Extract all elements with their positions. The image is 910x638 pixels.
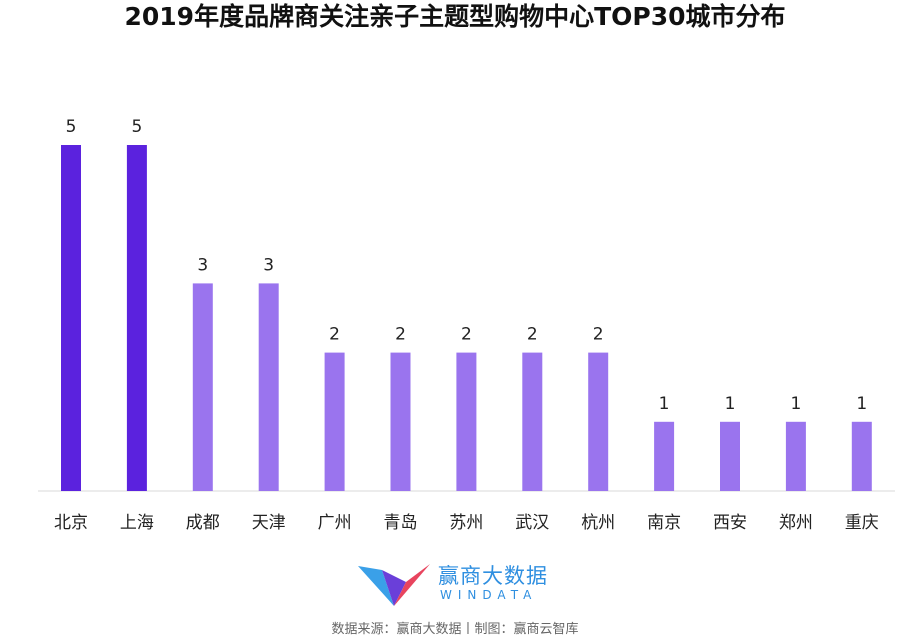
value-label-6: 2: [461, 325, 472, 345]
value-label-11: 1: [790, 394, 801, 414]
bar-10: [720, 421, 740, 491]
bar-4: [324, 352, 345, 491]
value-label-1: 5: [131, 117, 142, 137]
value-label-3: 3: [263, 255, 274, 275]
source-note: 数据来源：赢商大数据丨制图：赢商云智库: [331, 622, 579, 637]
bar-7: [522, 352, 543, 491]
x-tick-label-0: 北京: [54, 513, 88, 533]
bar-6: [456, 352, 477, 491]
value-label-10: 1: [725, 394, 736, 414]
value-labels-group: 5 5 3 3 2 2 2 2 2 1 1 1 1: [66, 117, 868, 414]
value-label-9: 1: [659, 394, 670, 414]
bar-3: [258, 283, 279, 491]
value-label-4: 2: [329, 325, 340, 345]
value-label-12: 1: [856, 394, 867, 414]
value-label-2: 3: [197, 255, 208, 275]
chart-title: 2019年度品牌商关注亲子主题型购物中心TOP30城市分布: [124, 2, 786, 31]
bar-5: [390, 352, 411, 491]
bars-group: [61, 145, 872, 491]
x-tick-label-4: 广州: [318, 513, 352, 533]
bar-8: [588, 352, 609, 491]
bar-9: [654, 421, 675, 491]
bar-chart: 5 5 3 3 2 2 2 2 2 1 1 1 1 北京 上海 成都 天津 广州 青岛 苏州 武汉 杭州 南京 西安 郑州 重庆: [38, 117, 895, 533]
x-tick-label-9: 南京: [647, 513, 681, 533]
x-tick-label-12: 重庆: [845, 513, 879, 533]
logo-name-en: WINDATA: [440, 588, 538, 602]
x-tick-label-8: 杭州: [581, 513, 615, 533]
bar-2: [192, 283, 213, 491]
windata-logo: 赢商大数据 WINDATA: [356, 558, 576, 610]
x-tick-label-2: 成都: [186, 513, 220, 533]
x-tick-label-6: 苏州: [449, 513, 483, 533]
value-label-5: 2: [395, 325, 406, 345]
value-label-7: 2: [527, 325, 538, 345]
bar-11: [785, 421, 806, 491]
x-tick-label-1: 上海: [120, 513, 154, 533]
windata-logo-icon: [358, 564, 430, 606]
bar-1: [126, 145, 147, 491]
x-tick-label-5: 青岛: [384, 513, 418, 533]
logo-name-cn: 赢商大数据: [438, 564, 548, 588]
x-tick-label-11: 郑州: [779, 513, 813, 533]
value-label-0: 5: [66, 117, 77, 137]
x-tick-labels-group: 北京 上海 成都 天津 广州 青岛 苏州 武汉 杭州 南京 西安 郑州 重庆: [54, 513, 879, 533]
x-tick-label-3: 天津: [252, 513, 286, 533]
x-tick-label-7: 武汉: [515, 513, 549, 533]
bar-0: [61, 145, 81, 491]
bar-12: [851, 421, 872, 491]
x-tick-label-10: 西安: [713, 513, 747, 533]
value-label-8: 2: [593, 325, 604, 345]
